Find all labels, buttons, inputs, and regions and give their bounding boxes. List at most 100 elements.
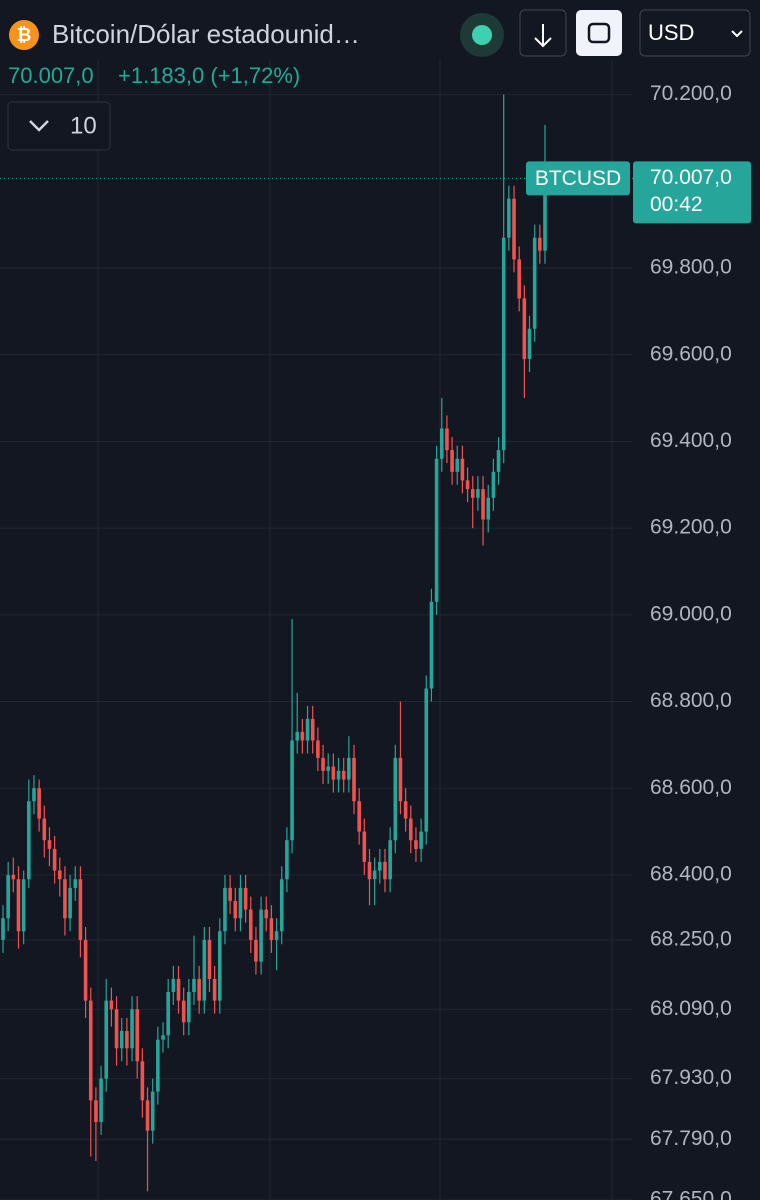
candle-body xyxy=(501,237,506,451)
status-dot[interactable] xyxy=(472,25,492,45)
countdown: 00:42 xyxy=(650,193,703,216)
candle-body xyxy=(11,874,16,880)
y-tick-label: 67.790,0 xyxy=(650,1127,732,1150)
candle-body xyxy=(543,178,547,251)
interval-caret xyxy=(29,120,49,132)
candle-body xyxy=(398,757,403,802)
candle-body xyxy=(300,731,305,741)
price-tag: 70.007,0 xyxy=(650,166,732,189)
candle-body xyxy=(460,458,465,481)
candle-body xyxy=(73,879,78,888)
y-tick-label: 67.930,0 xyxy=(650,1066,732,1089)
candle-body xyxy=(63,879,67,919)
candle-body xyxy=(378,861,382,871)
candle-body xyxy=(522,298,527,360)
candle-body xyxy=(347,757,351,780)
candle-body xyxy=(233,900,238,919)
candle-body xyxy=(57,870,62,880)
down-arrow-icon xyxy=(534,24,552,48)
dropdown-caret xyxy=(731,30,743,38)
candle-body xyxy=(486,497,491,520)
candle-body xyxy=(279,879,284,932)
candle-body xyxy=(383,861,387,880)
candle-body xyxy=(202,939,207,1001)
candle-body xyxy=(362,831,367,862)
candle-body xyxy=(388,840,392,880)
candle-body xyxy=(248,909,253,940)
candle-body xyxy=(310,718,315,741)
y-tick-label: 68.090,0 xyxy=(650,997,732,1020)
y-tick-label: 69.600,0 xyxy=(650,342,732,365)
price-axis: 70.200,0 69.800,0 69.600,0 69.400,0 69.200,0… xyxy=(650,82,732,1200)
header-bg xyxy=(0,0,760,58)
candle-body xyxy=(47,840,52,849)
candle-body xyxy=(341,770,346,780)
candle-body xyxy=(192,978,196,992)
candle-body xyxy=(532,237,537,329)
candle-body xyxy=(419,831,423,849)
interval-label: 10 xyxy=(70,112,97,139)
candle-body xyxy=(367,861,372,880)
candle-body xyxy=(434,458,439,602)
interval-button[interactable] xyxy=(7,101,111,151)
candle-body xyxy=(187,991,191,1023)
symbol-title[interactable]: Bitcoin/Dólar estadounid… xyxy=(52,19,360,49)
candle-body xyxy=(491,471,496,498)
candle-body xyxy=(156,1039,160,1092)
y-tick-label: 69.400,0 xyxy=(650,429,732,452)
y-tick-label: 68.800,0 xyxy=(650,689,732,712)
header-change: +1.183,0 (+1,72%) xyxy=(118,63,300,88)
y-tick-label: 68.400,0 xyxy=(650,862,732,885)
candle-body xyxy=(305,718,310,741)
candle-body xyxy=(212,978,217,1001)
y-tick-label: 69.200,0 xyxy=(650,516,732,539)
candle-body xyxy=(145,1100,150,1131)
header-price: 70.007,0 xyxy=(8,63,94,88)
candle-body xyxy=(372,870,377,880)
candle-body xyxy=(52,848,57,871)
candle-body xyxy=(218,931,222,1001)
candle-body xyxy=(88,1000,93,1101)
candle-body xyxy=(269,918,274,940)
candle-body xyxy=(357,801,361,832)
candle-body xyxy=(78,879,83,940)
candle-body xyxy=(181,1000,186,1023)
y-tick-label: 70.200,0 xyxy=(650,82,732,105)
candle-body xyxy=(254,939,258,962)
y-tick-label: 69.800,0 xyxy=(650,256,732,279)
candle-body xyxy=(290,740,294,841)
fullscreen-button[interactable] xyxy=(576,10,622,56)
candle-body xyxy=(393,757,398,841)
candle-body xyxy=(512,198,516,260)
candle-body xyxy=(414,840,418,849)
candle-body xyxy=(42,818,47,841)
candle-body xyxy=(352,757,356,802)
candle-body xyxy=(197,978,201,1001)
candle-body xyxy=(21,879,26,932)
candle-body xyxy=(496,450,501,472)
candle-body xyxy=(161,1035,165,1040)
overlay: BTCUSD 70.007,0 00:42 xyxy=(0,161,751,224)
fullscreen-icon xyxy=(587,22,611,44)
candle-body xyxy=(238,887,243,919)
candle-body xyxy=(481,489,485,520)
candle-body xyxy=(171,978,176,992)
candle-body xyxy=(450,450,454,472)
candle-body xyxy=(321,757,325,771)
candle-body xyxy=(99,1078,103,1122)
candle-body xyxy=(119,1030,124,1049)
candle-body xyxy=(130,1009,134,1049)
candle-body xyxy=(445,428,449,451)
symbol-tag: BTCUSD xyxy=(535,167,621,190)
candle-body xyxy=(517,259,521,299)
vertical-grid xyxy=(97,60,613,1200)
candle-body xyxy=(408,818,413,841)
candle-body xyxy=(403,801,408,819)
currency-dropdown[interactable] xyxy=(639,9,751,57)
candle-body xyxy=(316,740,320,758)
candle-body xyxy=(223,887,227,932)
price-tag-bg xyxy=(633,161,751,224)
candle-body xyxy=(150,1091,155,1131)
